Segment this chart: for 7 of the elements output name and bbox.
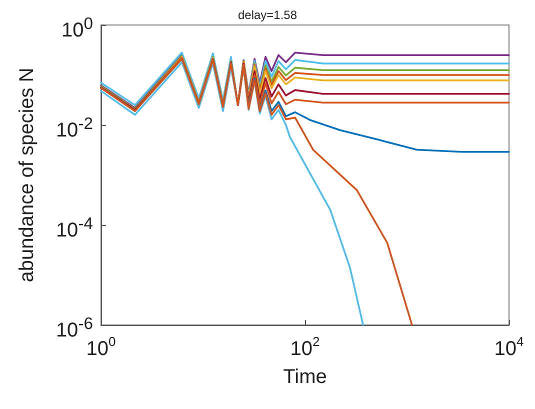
y-tick-label: 10$^{0}$ [61,13,93,43]
y-tick-label: 10$^{-6}$ [56,314,93,342]
y-axis-title: abundance of species N [16,68,38,282]
x-axis-title: Time [283,366,327,388]
y-tick-label: 10$^{-4}$ [56,213,93,243]
y-tick-label: 10$^{-2}$ [56,113,93,143]
chart-title: delay=1.58 [238,8,298,22]
